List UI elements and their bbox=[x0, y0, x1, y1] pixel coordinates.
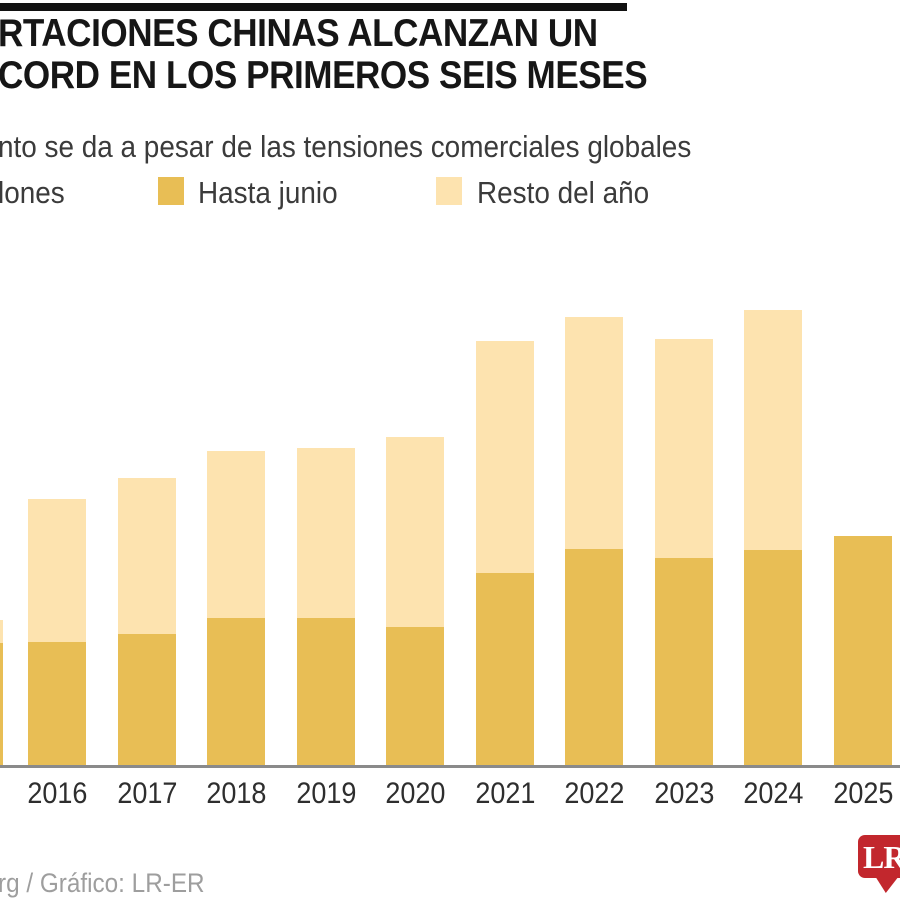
bar-2019-resto-del-ano bbox=[297, 448, 355, 618]
x-axis-label-2022: 2022 bbox=[563, 777, 625, 810]
x-axis-label-2017: 2017 bbox=[116, 777, 178, 810]
bar-2022-hasta-junio bbox=[565, 549, 623, 767]
x-axis-line bbox=[0, 765, 900, 768]
x-axis-label-2016: 2016 bbox=[26, 777, 88, 810]
bar-2021-resto-del-ano bbox=[476, 341, 534, 573]
bar-2017-hasta-junio bbox=[118, 634, 176, 767]
page-title: RTACIONES CHINAS ALCANZAN UN CORD EN LOS… bbox=[0, 13, 719, 97]
legend-swatch-resto-del-ano bbox=[436, 177, 462, 205]
bar-2017-resto-del-ano bbox=[118, 478, 176, 634]
title-line-2: CORD EN LOS PRIMEROS SEIS MESES bbox=[0, 54, 648, 97]
bar-cropped-left-resto-del-ano bbox=[0, 620, 3, 643]
source-credit: rg / Gráfico: LR-ER bbox=[0, 868, 205, 898]
bar-cropped-left-hasta-junio bbox=[0, 643, 3, 767]
bar-2020-resto-del-ano bbox=[386, 437, 444, 627]
bar-2025-hasta-junio bbox=[834, 536, 892, 767]
subtitle: nto se da a pesar de las tensiones comer… bbox=[0, 129, 692, 164]
lr-logo: LR bbox=[858, 835, 900, 878]
lr-logo-text: LR bbox=[863, 839, 900, 875]
x-axis-label-2019: 2019 bbox=[295, 777, 357, 810]
bar-2022-resto-del-ano bbox=[565, 317, 623, 549]
legend-swatch-hasta-junio bbox=[158, 177, 184, 205]
legend-label-resto-del-ano: Resto del año bbox=[477, 175, 650, 210]
bar-2023-hasta-junio bbox=[655, 558, 713, 767]
x-axis-label-2025: 2025 bbox=[832, 777, 894, 810]
bar-2024-hasta-junio bbox=[744, 550, 802, 767]
x-axis-label-2024: 2024 bbox=[742, 777, 804, 810]
bar-2016-resto-del-ano bbox=[28, 499, 86, 642]
bar-2016-hasta-junio bbox=[28, 642, 86, 767]
x-axis-label-2023: 2023 bbox=[653, 777, 715, 810]
bar-2020-hasta-junio bbox=[386, 627, 444, 767]
bar-2023-resto-del-ano bbox=[655, 339, 713, 558]
top-accent-bar bbox=[0, 3, 627, 11]
x-axis-label-2021: 2021 bbox=[474, 777, 536, 810]
legend-unit-label: lones bbox=[0, 175, 65, 210]
bar-2019-hasta-junio bbox=[297, 618, 355, 767]
bar-2021-hasta-junio bbox=[476, 573, 534, 767]
x-axis-label-2020: 2020 bbox=[384, 777, 446, 810]
bar-2018-hasta-junio bbox=[207, 618, 265, 767]
bar-2024-resto-del-ano bbox=[744, 310, 802, 550]
legend-label-hasta-junio: Hasta junio bbox=[198, 175, 338, 210]
title-line-1: RTACIONES CHINAS ALCANZAN UN bbox=[0, 12, 598, 55]
bar-2018-resto-del-ano bbox=[207, 451, 265, 618]
x-axis-label-2018: 2018 bbox=[205, 777, 267, 810]
lr-logo-tail-icon bbox=[875, 876, 899, 893]
